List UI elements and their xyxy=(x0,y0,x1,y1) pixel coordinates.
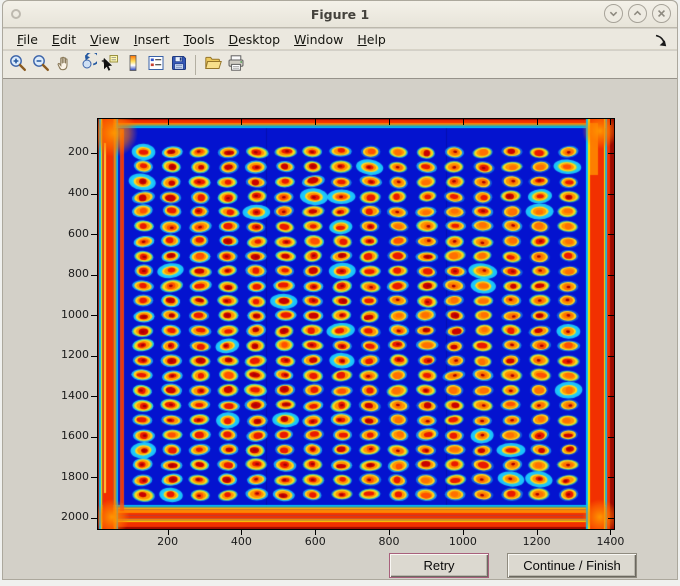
x-tick-label: 400 xyxy=(230,534,252,548)
minimize-button[interactable] xyxy=(604,4,623,23)
menu-item-file[interactable]: File xyxy=(10,30,45,49)
zoom-out-icon xyxy=(31,53,51,76)
zoom-out-button[interactable] xyxy=(29,53,52,77)
menu-item-help[interactable]: Help xyxy=(350,30,393,49)
y-tick-right xyxy=(608,234,614,236)
menu-item-edit[interactable]: Edit xyxy=(45,30,83,49)
x-tick-top xyxy=(536,119,538,125)
menu-item-desktop[interactable]: Desktop xyxy=(221,30,287,49)
menu-item-tools[interactable]: Tools xyxy=(177,30,222,49)
menu-items: File Edit View Insert Tools Desktop Window Help xyxy=(10,30,393,49)
window-menu-icon[interactable] xyxy=(11,9,21,19)
close-button[interactable] xyxy=(652,4,671,23)
maximize-button[interactable] xyxy=(628,4,647,23)
x-tick-top xyxy=(167,119,169,125)
zoom-in-button[interactable] xyxy=(6,53,29,77)
x-tick-label: 1400 xyxy=(596,534,625,548)
retry-button[interactable]: Retry xyxy=(389,553,489,578)
x-tick xyxy=(315,530,317,535)
insert-legend-icon xyxy=(146,53,166,76)
menu-item-view[interactable]: View xyxy=(83,30,127,49)
y-tick-label: 2000 xyxy=(61,510,89,524)
save-figure-icon xyxy=(169,53,189,76)
y-tick-label: 1200 xyxy=(61,348,89,362)
window-title: Figure 1 xyxy=(310,7,370,22)
y-tick xyxy=(91,152,97,154)
x-tick-label: 200 xyxy=(157,534,179,548)
x-tick xyxy=(167,530,169,535)
y-tick xyxy=(91,234,97,236)
y-tick xyxy=(91,315,97,317)
x-tick-label: 800 xyxy=(378,534,400,548)
x-tick-label: 1200 xyxy=(522,534,551,548)
y-tick-right xyxy=(608,517,614,519)
y-tick-right xyxy=(608,477,614,479)
x-icon xyxy=(653,5,670,22)
save-figure-button[interactable] xyxy=(167,53,190,77)
x-tick-top xyxy=(610,119,612,125)
x-tick-top xyxy=(315,119,317,125)
data-cursor-button[interactable] xyxy=(98,53,121,77)
y-tick xyxy=(91,193,97,195)
pan-button[interactable] xyxy=(52,53,75,77)
y-tick xyxy=(91,436,97,438)
window-controls xyxy=(604,4,671,23)
chevron-down-icon xyxy=(605,5,622,22)
toolbar-separator xyxy=(195,54,196,75)
print-figure-icon xyxy=(226,53,246,76)
y-tick-label: 1600 xyxy=(61,429,89,443)
y-tick xyxy=(91,274,97,276)
print-figure-button[interactable] xyxy=(224,53,247,77)
y-tick-label: 800 xyxy=(68,267,89,281)
continue-finish-button[interactable]: Continue / Finish xyxy=(507,553,637,578)
y-tick xyxy=(91,517,97,519)
insert-colorbar-button[interactable] xyxy=(121,53,144,77)
rotate-3d-button[interactable] xyxy=(75,51,99,77)
y-tick xyxy=(91,355,97,357)
x-tick xyxy=(389,530,391,535)
x-tick-label: 1000 xyxy=(448,534,477,548)
x-tick xyxy=(462,530,464,535)
y-tick-right xyxy=(608,274,614,276)
open-file-button[interactable] xyxy=(201,53,224,77)
x-tick xyxy=(241,530,243,535)
menu-item-insert[interactable]: Insert xyxy=(127,30,177,49)
rotate-3d-icon xyxy=(77,51,99,76)
y-tick-right xyxy=(608,436,614,438)
y-tick xyxy=(91,477,97,479)
insert-legend-button[interactable] xyxy=(144,53,167,77)
y-tick-right xyxy=(608,152,614,154)
y-tick-right xyxy=(608,396,614,398)
menu-item-window[interactable]: Window xyxy=(287,30,350,49)
toolbar xyxy=(3,51,677,79)
x-tick-label: 600 xyxy=(304,534,326,548)
insert-colorbar-icon xyxy=(123,53,143,76)
y-tick-right xyxy=(608,193,614,195)
y-tick-label: 600 xyxy=(68,226,89,240)
titlebar[interactable]: Figure 1 xyxy=(3,1,677,28)
y-tick-right xyxy=(608,315,614,317)
y-tick-label: 1000 xyxy=(61,307,89,321)
menubar: File Edit View Insert Tools Desktop Window Help xyxy=(3,29,677,50)
zoom-in-icon xyxy=(8,53,28,76)
y-tick-label: 1800 xyxy=(61,469,89,483)
y-tick-label: 1400 xyxy=(61,388,89,402)
y-tick-label: 400 xyxy=(68,186,89,200)
plate-image[interactable] xyxy=(98,119,614,529)
open-file-icon xyxy=(203,53,223,76)
x-tick-top xyxy=(241,119,243,125)
x-tick xyxy=(536,530,538,535)
x-tick xyxy=(610,530,612,535)
pan-icon xyxy=(54,53,74,76)
x-tick-top xyxy=(389,119,391,125)
y-tick-right xyxy=(608,355,614,357)
dock-figure-icon[interactable] xyxy=(653,32,667,51)
axes[interactable] xyxy=(97,118,615,530)
x-tick-top xyxy=(462,119,464,125)
data-cursor-icon xyxy=(100,53,120,76)
chevron-up-icon xyxy=(629,5,646,22)
y-tick xyxy=(91,396,97,398)
y-tick-label: 200 xyxy=(68,145,89,159)
